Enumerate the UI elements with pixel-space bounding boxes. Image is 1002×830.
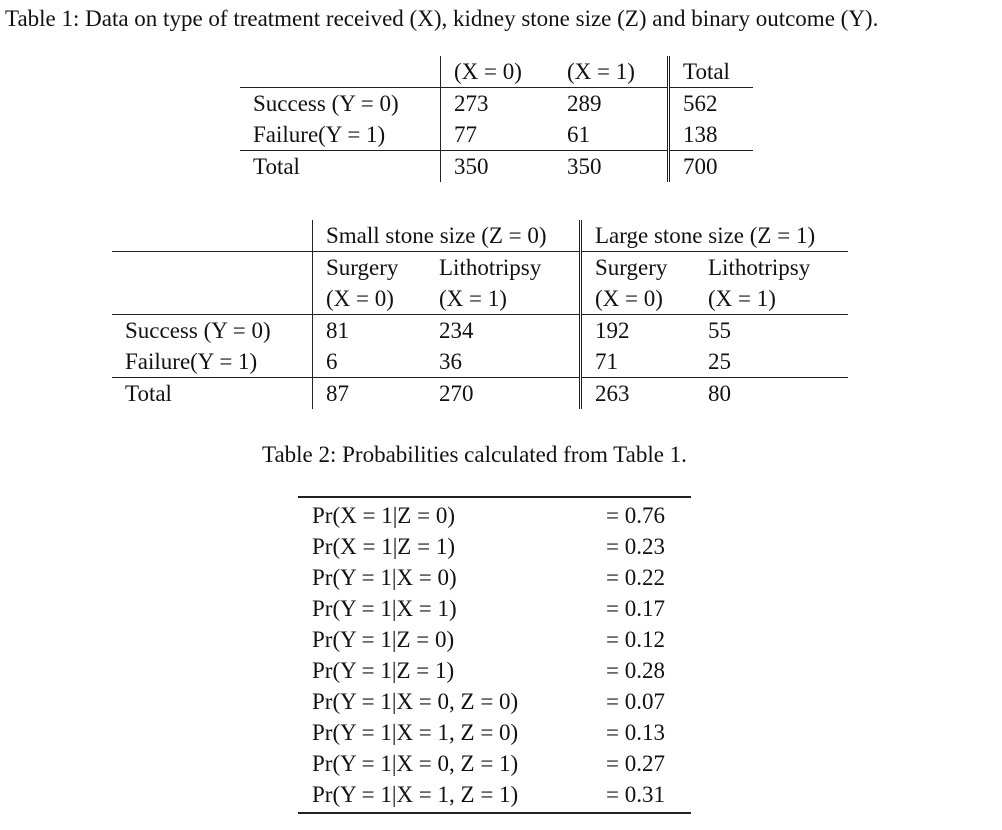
table-row: Pr(Y = 1|Z = 1) = 0.28 [298, 655, 691, 686]
table-corner-cell [112, 283, 313, 315]
column-header: (X = 0) [579, 283, 695, 315]
table-row: Success (Y = 0) 81 234 192 55 [112, 314, 848, 346]
column-header: (X = 1) [426, 283, 581, 315]
table-corner-cell [240, 56, 441, 88]
table-cell: 700 [667, 150, 753, 182]
table-row: Pr(Y = 1|X = 0, Z = 1) = 0.27 [298, 748, 691, 779]
table-cell: 234 [439, 318, 474, 343]
table-cell: 61 [554, 119, 669, 151]
table-header-row: (X = 0) (X = 1) (X = 0) (X = 1) [112, 283, 848, 315]
probability-value: = 0.76 [594, 496, 691, 531]
column-header: Lithotripsy [708, 255, 811, 280]
probability-expression: Pr(Y = 1|X = 1, Z = 0) [312, 720, 519, 745]
table-cell: 77 [440, 119, 554, 151]
table-row: Success (Y = 0) 273 289 562 [240, 87, 753, 119]
probability-value: = 0.17 [606, 596, 665, 621]
table-row: Pr(Y = 1|X = 1, Z = 0) = 0.13 [298, 717, 691, 748]
table-row: Total 87 270 263 80 [112, 377, 848, 409]
table-cell: 87 [312, 377, 426, 409]
probability-value: = 0.13 [606, 720, 665, 745]
table-cell: 350 [440, 150, 554, 182]
table-cell: 350 [567, 154, 602, 179]
table-cell: 25 [695, 346, 848, 378]
column-header: (X = 1) [695, 283, 848, 315]
table-cell: 562 [667, 87, 753, 119]
column-header: (X = 0) [440, 56, 554, 88]
table-cell: 80 [708, 381, 731, 406]
probability-value: = 0.12 [606, 627, 665, 652]
table-group-header-row: Small stone size (Z = 0) Large stone siz… [112, 220, 848, 252]
probability-expression: Pr(Y = 1|X = 0) [312, 565, 457, 590]
table-cell: 6 [312, 346, 426, 378]
probability-expression: Pr(X = 1|Z = 1) [312, 534, 455, 559]
table-row: Failure(Y = 1) 77 61 138 [240, 119, 753, 151]
table2-caption: Table 2: Probabilities calculated from T… [262, 442, 687, 467]
probability-value: = 0.23 [606, 534, 665, 559]
table-cell: 270 [439, 381, 474, 406]
row-label: Success (Y = 0) [253, 91, 399, 116]
probabilities-table: Pr(X = 1|Z = 0) = 0.76 Pr(X = 1|Z = 1) =… [298, 496, 691, 814]
probability-value: = 0.27 [606, 751, 665, 776]
table-corner-cell [112, 251, 313, 283]
table-row: Pr(Y = 1|X = 1, Z = 1) = 0.31 [298, 779, 691, 814]
group-header-small: Small stone size (Z = 0) [312, 220, 581, 252]
probability-expression: Pr(Y = 1|X = 0, Z = 0) [312, 689, 519, 714]
table-cell: 36 [426, 346, 581, 378]
probability-value: = 0.28 [606, 658, 665, 683]
probability-expression: Pr(Y = 1|X = 1) [312, 596, 457, 621]
table-row: Pr(Y = 1|X = 0, Z = 0) = 0.07 [298, 686, 691, 717]
column-header: Total [667, 56, 753, 88]
table-cell: 71 [579, 346, 695, 378]
stone-size-table: Small stone size (Z = 0) Large stone siz… [112, 220, 848, 409]
table-header-row: (X = 0) (X = 1) Total [240, 56, 753, 88]
table-cell: 192 [579, 314, 695, 346]
column-header: Surgery [312, 251, 426, 283]
row-label: Success (Y = 0) [125, 318, 271, 343]
table1-caption: Table 1: Data on type of treatment recei… [5, 6, 879, 31]
probability-expression: Pr(Y = 1|X = 0, Z = 1) [312, 751, 519, 776]
table-row: Pr(X = 1|Z = 0) = 0.76 [298, 496, 691, 531]
row-label: Total [125, 381, 172, 406]
table-cell: 55 [708, 318, 731, 343]
table-cell: 81 [312, 314, 426, 346]
row-label: Total [253, 154, 300, 179]
row-label: Failure(Y = 1) [240, 119, 441, 151]
table-row: Pr(X = 1|Z = 1) = 0.23 [298, 531, 691, 562]
probability-expression: Pr(Y = 1|X = 1, Z = 1) [298, 779, 594, 814]
table-row: Failure(Y = 1) 6 36 71 25 [112, 346, 848, 378]
column-header: Surgery [579, 251, 695, 283]
column-header: (X = 1) [554, 56, 669, 88]
probability-value: = 0.07 [606, 689, 665, 714]
table-cell: 273 [440, 87, 554, 119]
probability-expression: Pr(Y = 1|Z = 0) [312, 627, 455, 652]
table-row: Pr(Y = 1|X = 1) = 0.17 [298, 593, 691, 624]
row-label: Failure(Y = 1) [112, 346, 313, 378]
probability-expression: Pr(X = 1|Z = 0) [298, 496, 594, 531]
table-row: Total 350 350 700 [240, 150, 753, 182]
table-row: Pr(Y = 1|X = 0) = 0.22 [298, 562, 691, 593]
column-header: Lithotripsy [439, 255, 542, 280]
table-cell: 289 [567, 91, 602, 116]
table-row: Pr(Y = 1|Z = 0) = 0.12 [298, 624, 691, 655]
table-header-row: Surgery Lithotripsy Surgery Lithotripsy [112, 251, 848, 283]
treatment-outcome-table: (X = 0) (X = 1) Total Success (Y = 0) 27… [240, 56, 753, 182]
group-header-large: Large stone size (Z = 1) [579, 220, 848, 252]
probability-expression: Pr(Y = 1|Z = 1) [312, 658, 455, 683]
table-cell: 263 [579, 377, 695, 409]
probability-value: = 0.22 [606, 565, 665, 590]
table-corner-cell [112, 220, 313, 252]
column-header: (X = 0) [312, 283, 426, 315]
table-cell: 138 [667, 119, 753, 151]
probability-value: = 0.31 [594, 779, 691, 814]
